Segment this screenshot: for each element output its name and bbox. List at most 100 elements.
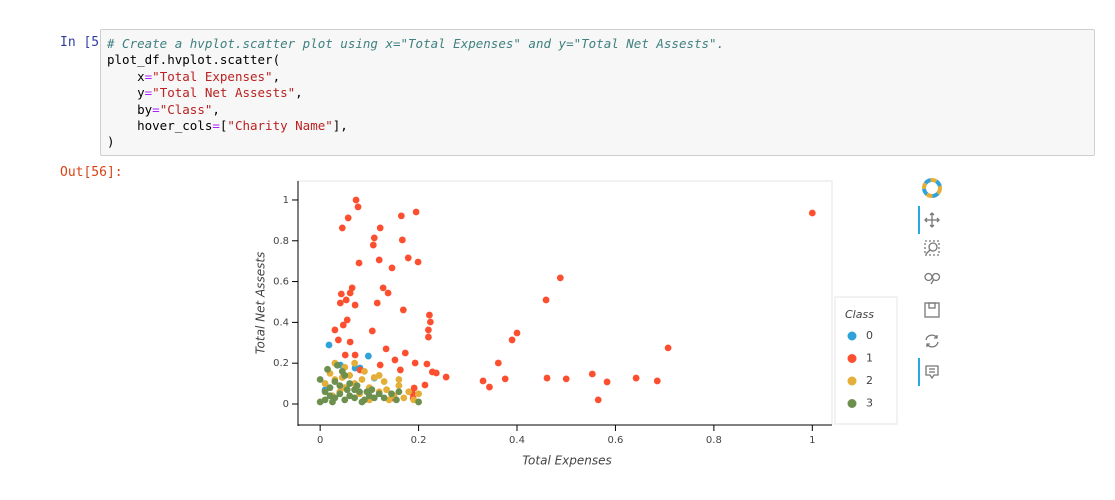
scatter-point (364, 352, 372, 360)
scatter-point (425, 326, 432, 334)
scatter-point (368, 386, 376, 394)
save-tool[interactable] (924, 302, 940, 318)
scatter-point (373, 299, 381, 307)
hover-tool[interactable] (925, 365, 939, 380)
scatter-point (337, 290, 345, 298)
x-tick-label: 1 (809, 435, 815, 446)
scatter-point (415, 398, 422, 406)
scatter-point (400, 394, 408, 402)
scatter-point (588, 370, 596, 378)
scatter-point (336, 390, 344, 398)
scatter-point (542, 296, 550, 304)
scatter-point (426, 318, 434, 326)
y-tick-label: 0.6 (273, 277, 289, 288)
scatter-point (346, 289, 354, 297)
scatter-point (411, 359, 419, 367)
x-tick-label: 0.4 (509, 435, 525, 446)
scatter-point (324, 365, 331, 373)
scatter-point (336, 299, 344, 307)
code-line: y="Total Net Assests", (107, 85, 303, 101)
active-indicator (918, 358, 920, 386)
y-tick-label: 0.2 (273, 358, 289, 369)
scatter-point (395, 382, 403, 390)
x-tick-label: 0.6 (607, 435, 623, 446)
legend-label: 3 (866, 397, 873, 410)
scatter-point (351, 301, 359, 309)
scatter-point (442, 373, 450, 381)
legend-label: 2 (866, 374, 873, 387)
scatter-point (351, 359, 358, 367)
scatter-point (543, 374, 551, 382)
scatter-point (486, 383, 493, 391)
scatter-point (353, 382, 361, 390)
scatter-point (354, 203, 362, 211)
scatter-point (664, 344, 672, 352)
scatter-point (341, 396, 349, 404)
scatter-point (352, 196, 360, 204)
scatter-point (343, 316, 351, 324)
scatter-point (479, 377, 487, 385)
code-line: by="Class", (107, 101, 220, 117)
scatter-point (325, 341, 333, 349)
active-indicator (918, 206, 920, 234)
scatter-point (808, 209, 816, 217)
pan-tool[interactable] (924, 212, 940, 228)
scatter-point (404, 254, 412, 262)
reset-tool[interactable] (925, 334, 939, 348)
scatter-point (412, 208, 420, 216)
scatter-point (316, 376, 324, 383)
scatter-point (370, 394, 378, 402)
scatter-point (382, 345, 390, 353)
scatter-point (361, 367, 368, 375)
scatter-point (321, 388, 329, 396)
scatter-point (399, 306, 407, 314)
scatter-point (632, 374, 640, 382)
scatter-point (329, 398, 336, 406)
scatter-point (358, 376, 366, 383)
code-line: x="Total Expenses", (107, 68, 281, 84)
x-tick-label: 0 (317, 435, 323, 446)
x-tick-label: 0.8 (706, 435, 722, 446)
scatter-point (384, 289, 392, 297)
scatter-point (501, 375, 509, 383)
code-line: hover_cols=["Charity Name"], (107, 118, 348, 134)
scatter-point (331, 326, 339, 334)
scatter-point (562, 375, 570, 383)
scatter-point (344, 214, 352, 222)
scatter-point (380, 378, 388, 385)
scatter-point (326, 384, 334, 392)
scatter-point (376, 224, 384, 232)
scatter-point (370, 234, 378, 242)
y-tick-label: 1 (283, 195, 289, 206)
scatter-point (343, 386, 351, 394)
scatter-point (321, 380, 329, 387)
scatter-point (388, 390, 395, 398)
scatter-point (375, 372, 383, 379)
scatter-point (341, 351, 349, 359)
scatter-point (393, 396, 400, 404)
scatter-point (405, 388, 413, 396)
scatter-point (375, 256, 383, 264)
scatter-point (355, 259, 363, 267)
scatter-point (339, 321, 347, 329)
scatter-point (556, 274, 564, 282)
wheel-zoom-tool[interactable] (924, 272, 941, 285)
y-tick-label: 0.8 (273, 236, 289, 247)
scatter-point (401, 349, 409, 357)
scatter-point (421, 381, 429, 389)
toolbar (918, 178, 942, 386)
legend-swatch (847, 399, 857, 408)
scatter-point (346, 338, 354, 346)
legend-swatch (847, 354, 857, 363)
scatter-point (336, 382, 344, 390)
box-zoom-tool[interactable] (924, 240, 940, 256)
y-tick-label: 0 (283, 399, 289, 410)
scatter-point (396, 366, 404, 374)
scatter-point (380, 394, 388, 402)
legend-label: 1 (866, 352, 873, 365)
scatter-point (415, 390, 422, 398)
code-cell[interactable]: # Create a hvplot.scatter plot using x="… (100, 29, 1095, 156)
scatter-point (508, 336, 516, 344)
